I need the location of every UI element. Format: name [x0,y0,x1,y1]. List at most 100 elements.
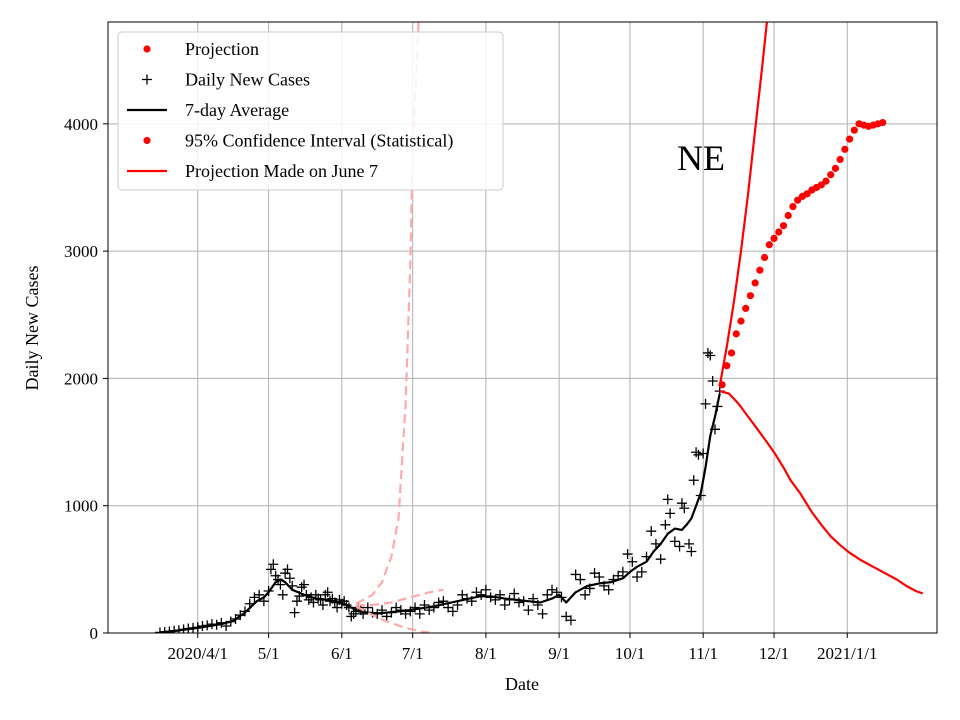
daily-case-point [265,564,276,575]
projection-point [775,228,783,236]
projection-point [879,118,887,127]
daily-case-point [277,589,288,600]
daily-case-point [565,615,576,626]
legend-entry: 7-day Average [127,100,289,120]
legend-box [117,31,504,191]
projection-point [765,241,773,249]
projection-point [746,292,755,300]
x-tick-label: 10/1 [615,644,645,663]
daily-case-point [655,554,666,565]
x-tick-label: 6/1 [331,644,353,663]
legend-label: Daily New Cases [185,70,310,90]
daily-case-point [627,556,638,567]
daily-case-point [275,579,286,590]
projection-point [836,155,844,164]
daily-case-point [570,569,581,580]
legend: Projection Daily New Cases 7-day Average 95… [117,31,504,191]
daily-case-point [282,564,293,575]
series-line-projection-made-on-june-7-lower [355,605,430,633]
x-axis-label: Date [505,674,539,694]
daily-case-point [700,398,711,409]
legend-label: 95% Confidence Interval (Statistical) [185,131,453,152]
daily-case-point [268,559,279,570]
tick-layer: 2020/4/1 5/1 6/1 7/1 8/1 9/1 10/1 11/1 12/1 2021/… [64,115,877,663]
daily-case-point [537,608,548,619]
projection-point [789,202,797,211]
daily-case-point [665,508,676,519]
legend-entry: 95% Confidence Interval (Statistical) [143,131,453,152]
daily-case-point [617,566,628,577]
daily-case-point [476,589,487,600]
daily-case-point [594,571,605,582]
x-tick-label: 2020/4/1 [168,644,228,663]
legend-label: 7-day Average [185,100,289,120]
series-line-7-day-average [159,393,721,633]
daily-case-point [676,498,687,509]
projection-point [760,253,769,262]
x-tick-label: 9/1 [548,644,570,663]
daily-case-point [410,602,421,613]
series-line-95-confidence-interval-statistical-lower [719,390,924,595]
y-tick-label: 2000 [64,369,98,388]
daily-case-point [480,584,491,595]
legend-entry: Projection Made on June 7 [127,161,378,181]
daily-case-point [320,589,331,600]
daily-case-point [547,584,558,595]
daily-case-point [669,536,680,547]
projection-point [846,135,854,143]
daily-case-point [254,589,265,600]
daily-case-point [296,582,307,593]
x-tick-label: 12/1 [759,644,789,663]
projection-point [831,164,840,172]
daily-case-point [523,605,534,616]
legend-dot-marker [143,136,151,145]
daily-case-point [674,541,685,552]
legend-label: Projection Made on June 7 [185,161,378,181]
daily-case-point [662,494,673,505]
daily-case-point [509,588,520,599]
daily-case-point [499,599,510,610]
legend-entry: Projection [143,39,259,59]
projection-point [723,362,731,370]
daily-case-point [289,607,300,618]
legend-plus-marker [142,74,152,85]
series-line-projection-made-on-june-7-middle [356,588,444,607]
series-line-95-confidence-interval-statistical-upper [718,22,768,387]
daily-case-point [636,566,647,577]
daily-case-point [702,347,713,358]
x-tick-label: 8/1 [475,644,497,663]
projection-point [841,145,849,153]
daily-case-point [622,549,633,560]
projection-point [827,171,835,179]
y-tick-label: 4000 [64,115,98,134]
daily-case-point [299,579,310,590]
projection-point [732,330,740,338]
daily-case-point [705,350,716,361]
projection-point [751,279,759,287]
region-label: NE [677,138,725,178]
daily-case-point [684,538,695,549]
daily-case-point [362,602,373,613]
legend-label: Projection [185,39,259,59]
projection-point [779,222,788,230]
plot-frame [107,21,938,634]
daily-case-point [632,571,643,582]
x-tick-label: 7/1 [402,644,424,663]
projection-point [742,304,750,313]
projection-point [727,349,736,357]
projection-point [822,177,830,185]
x-tick-label: 2021/1/1 [817,644,877,663]
daily-case-point [414,608,425,619]
legend-dot-marker [143,45,151,53]
projection-point [784,211,792,220]
projection-point [770,234,778,242]
daily-case-point [660,519,671,530]
series-layer [154,22,924,633]
daily-case-point [348,608,359,619]
x-tick-label: 5/1 [258,644,280,663]
daily-case-point [580,589,591,600]
daily-case-point [693,449,704,460]
y-tick-label: 1000 [64,497,98,516]
daily-case-point [471,587,482,598]
